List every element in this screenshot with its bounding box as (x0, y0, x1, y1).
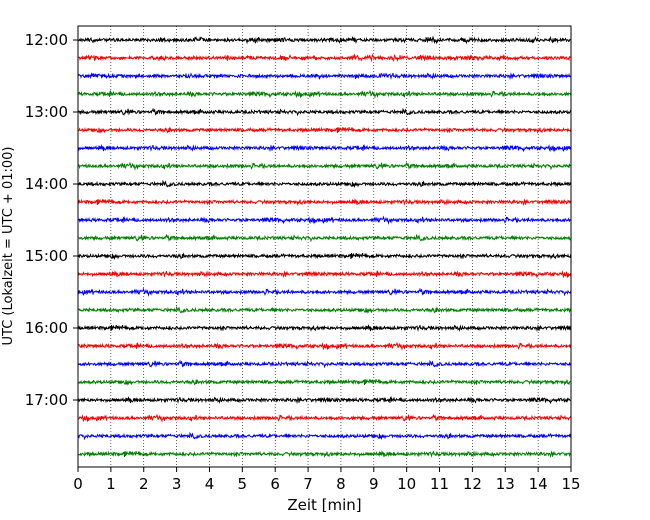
seismic-trace (77, 431, 572, 441)
x-tick-label: 12 (463, 475, 482, 493)
seismic-trace (77, 198, 572, 207)
seismic-trace (77, 359, 572, 369)
x-axis: 0 1 2 3 4 5 6 7 8 9 10 11 12 13 14 15 (73, 467, 581, 493)
x-axis-label: Zeit [min] (287, 496, 361, 514)
x-tick-label: 3 (172, 475, 182, 493)
y-tick-label: 14:00 (25, 175, 68, 193)
y-tick-label: 15:00 (25, 247, 68, 265)
seismic-trace (77, 233, 572, 243)
x-tick-label: 8 (336, 475, 346, 493)
seismic-trace (77, 179, 572, 189)
x-tick-label: 7 (303, 475, 313, 493)
x-tick-label: 9 (369, 475, 379, 493)
seismic-trace (77, 252, 572, 261)
seismic-trace (77, 53, 572, 63)
seismic-traces (77, 35, 572, 459)
seismic-trace (77, 215, 572, 225)
x-tick-label: 10 (397, 475, 416, 493)
seismic-trace (77, 35, 572, 45)
seismic-trace (77, 126, 572, 135)
x-tick-label: 11 (430, 475, 449, 493)
plot-frame (77, 25, 572, 468)
y-tick-label: 12:00 (25, 31, 68, 49)
seismic-trace (77, 144, 572, 153)
x-tick-label: 13 (496, 475, 515, 493)
seismic-trace (77, 107, 572, 117)
seismic-trace (77, 413, 572, 423)
y-tick-label: 17:00 (25, 391, 68, 409)
y-tick-label: 16:00 (25, 319, 68, 337)
seismic-trace (77, 305, 572, 315)
x-tick-label: 4 (205, 475, 215, 493)
seismic-trace (77, 450, 572, 459)
seismic-trace (77, 72, 572, 81)
x-tick-label: 14 (529, 475, 548, 493)
x-tick-label: 2 (139, 475, 149, 493)
y-axis-label: UTC (Lokalzeit = UTC + 01:00) (1, 147, 16, 346)
x-tick-label: 5 (238, 475, 248, 493)
seismic-trace (77, 161, 572, 171)
seismic-trace (77, 378, 572, 387)
x-tick-label: 6 (270, 475, 280, 493)
y-tick-label: 13:00 (25, 103, 68, 121)
seismic-trace (77, 89, 572, 99)
y-axis: 12:00 13:00 14:00 15:00 16:00 17:00 (25, 31, 78, 409)
x-tick-label: 15 (561, 475, 580, 493)
seismic-trace (77, 270, 572, 279)
x-tick-label: 0 (73, 475, 83, 493)
seismic-trace (77, 324, 572, 333)
seismic-trace (77, 341, 572, 351)
x-tick-label: 1 (106, 475, 116, 493)
seismic-trace (77, 287, 572, 297)
seismic-trace (77, 396, 572, 405)
